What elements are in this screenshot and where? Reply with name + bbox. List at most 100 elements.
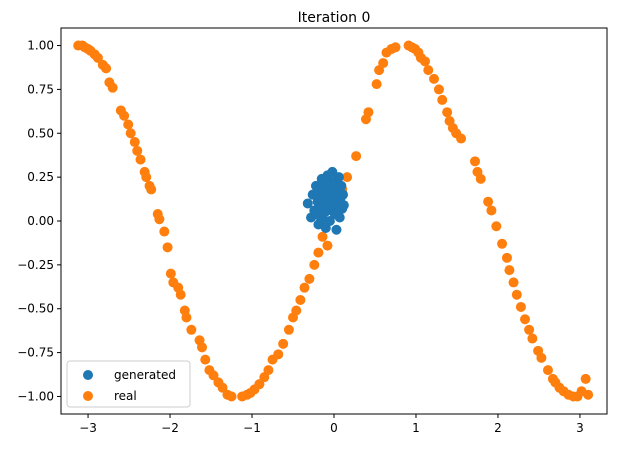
y-tick-label: 0.75	[27, 82, 54, 96]
generated-point	[302, 198, 313, 209]
real-point	[208, 370, 219, 381]
real-point	[197, 342, 208, 353]
real-point	[390, 42, 401, 53]
real-point	[508, 277, 519, 288]
real-point	[491, 221, 502, 232]
real-point	[263, 365, 274, 376]
real-point	[371, 79, 382, 90]
real-point	[483, 196, 494, 207]
real-point	[186, 324, 197, 335]
real-point	[291, 305, 302, 316]
real-point	[524, 324, 535, 335]
real-point	[363, 107, 374, 118]
real-point	[278, 338, 289, 349]
x-tick-label: 0	[330, 421, 338, 435]
real-point	[437, 94, 448, 105]
x-axis: −3 −2 −1 0 1 2 3	[79, 414, 584, 435]
real-point	[304, 273, 315, 284]
real-point	[515, 301, 526, 312]
generated-point	[324, 216, 335, 226]
real-point	[342, 172, 353, 183]
real-point	[378, 58, 389, 69]
real-point	[429, 73, 440, 84]
y-tick-label: −0.75	[17, 346, 54, 360]
legend-marker-generated	[83, 370, 93, 380]
real-point	[456, 133, 467, 144]
generated-point	[333, 172, 344, 183]
real-point	[295, 294, 306, 305]
real-point	[511, 289, 522, 300]
real-point	[486, 205, 497, 216]
real-point	[283, 324, 294, 335]
real-point	[351, 151, 362, 162]
real-point	[501, 252, 512, 263]
real-point	[475, 173, 486, 184]
generated-point	[331, 224, 342, 235]
real-point	[162, 242, 173, 253]
real-point	[175, 289, 186, 300]
generated-point	[311, 187, 322, 198]
real-point	[536, 352, 547, 363]
real-point	[309, 259, 320, 270]
real-point	[107, 82, 118, 93]
real-point	[433, 84, 444, 95]
real-point	[504, 265, 515, 276]
real-point	[322, 240, 333, 251]
x-tick-label: −3	[79, 421, 97, 435]
x-tick-label: 1	[412, 421, 420, 435]
real-point	[125, 128, 136, 139]
generated-point	[314, 210, 325, 221]
real-point	[159, 226, 170, 237]
y-tick-label: −0.50	[17, 302, 54, 316]
real-point	[442, 107, 453, 118]
x-tick-label: −2	[161, 421, 179, 435]
real-point	[154, 214, 165, 225]
y-tick-label: 1.00	[27, 39, 54, 53]
real-point	[181, 312, 192, 323]
real-point	[527, 333, 538, 344]
y-tick-label: −0.25	[17, 258, 54, 272]
real-point	[200, 354, 211, 365]
real-point	[226, 391, 237, 402]
real-point	[580, 373, 591, 384]
real-point	[313, 247, 324, 258]
generated-point	[322, 205, 333, 216]
x-tick-label: 3	[576, 421, 584, 435]
real-point	[317, 231, 328, 242]
real-point	[101, 63, 112, 74]
real-point	[273, 349, 284, 360]
real-point	[299, 282, 310, 293]
chart-title: Iteration 0	[298, 10, 371, 26]
y-tick-label: 0.50	[27, 126, 54, 140]
real-point	[520, 314, 531, 325]
generated-point	[333, 184, 344, 195]
real-point	[135, 154, 146, 165]
legend-label-real: real	[114, 389, 137, 403]
real-point	[123, 119, 134, 130]
real-point	[132, 145, 143, 156]
real-point	[423, 65, 434, 76]
series-layer	[73, 40, 594, 402]
y-axis: −1.00 −0.75 −0.50 −0.25 0.00 0.25 0.50 0.75 1.00	[17, 39, 61, 403]
real-point	[146, 184, 157, 195]
real-point	[583, 389, 594, 400]
real-point	[470, 156, 481, 167]
real-point	[497, 238, 508, 249]
generated-point	[338, 200, 349, 211]
y-tick-label: −1.00	[17, 389, 54, 403]
real-point	[119, 110, 130, 121]
legend-marker-real	[83, 391, 93, 401]
real-point	[129, 137, 140, 148]
real-point	[141, 172, 152, 183]
legend: generated real	[66, 360, 191, 408]
legend-box	[66, 360, 191, 408]
legend-label-generated: generated	[114, 368, 176, 382]
y-tick-label: 0.25	[27, 170, 54, 184]
real-point	[542, 365, 553, 376]
real-point	[92, 52, 103, 63]
generated-point	[332, 207, 343, 218]
generated-point	[316, 194, 327, 205]
real-point	[165, 268, 176, 279]
x-tick-label: −1	[243, 421, 261, 435]
